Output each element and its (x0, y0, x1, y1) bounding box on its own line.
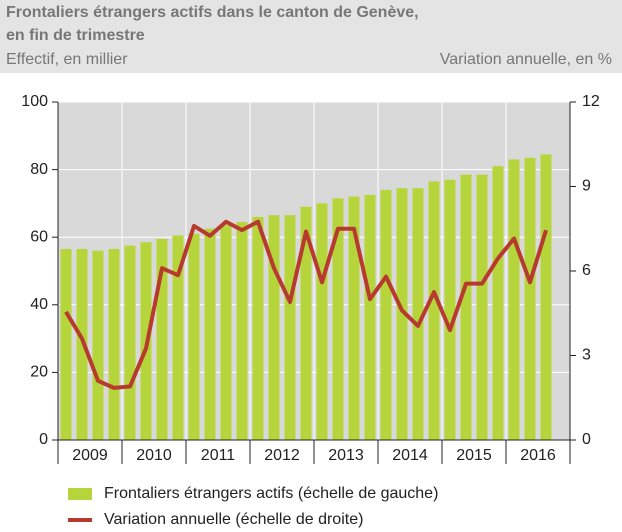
bar (396, 188, 408, 440)
y2-axis-label: Variation annuelle, en % (440, 51, 612, 68)
y2-tick-label: 9 (582, 178, 591, 195)
bar (236, 221, 248, 440)
bar (60, 249, 72, 440)
legend-label: Variation annuelle (échelle de droite) (104, 511, 363, 528)
x-tick-label: 2013 (328, 447, 364, 464)
bar (124, 245, 136, 440)
bar (364, 194, 376, 440)
bar (76, 249, 88, 440)
y-tick-label: 0 (39, 431, 48, 448)
y-tick-label: 80 (30, 161, 48, 178)
x-tick-label: 2012 (264, 447, 300, 464)
line (64, 219, 548, 390)
x-tick-label: 2014 (392, 447, 428, 464)
y2-tick-label: 12 (582, 93, 600, 110)
y-tick-label: 40 (30, 296, 48, 313)
bar (476, 174, 488, 441)
x-tick-label: 2009 (72, 447, 108, 464)
x-tick-label: 2015 (456, 447, 492, 464)
y-axis-label: Effectif, en millier (6, 51, 128, 68)
bar (348, 196, 360, 440)
bar (380, 189, 392, 440)
y2-tick-label: 3 (582, 347, 591, 364)
bar (316, 203, 328, 440)
header-background (0, 0, 622, 73)
bar (156, 238, 168, 440)
legend-swatch (68, 488, 92, 500)
bar (220, 225, 232, 440)
bar (188, 233, 200, 440)
bar (252, 216, 264, 440)
bar (300, 206, 312, 440)
bar (332, 198, 344, 440)
bar (172, 235, 184, 440)
x-tick-label: 2011 (201, 447, 236, 464)
bar (92, 250, 104, 440)
y2-tick-label: 6 (582, 262, 591, 279)
bar (460, 174, 472, 441)
x-tick-label: 2016 (520, 447, 556, 464)
y-tick-label: 60 (30, 228, 48, 245)
bar (508, 159, 520, 440)
bar (492, 166, 504, 440)
chart-title: Frontaliers étrangers actifs dans le can… (6, 4, 419, 21)
bar (268, 215, 280, 440)
y-tick-label: 20 (30, 364, 48, 381)
bar (412, 188, 424, 440)
bar (284, 215, 296, 440)
y2-tick-label: 0 (582, 431, 591, 448)
x-tick-label: 2010 (136, 447, 172, 464)
y-tick-label: 100 (21, 93, 48, 110)
bar (444, 179, 456, 441)
bar (524, 157, 536, 440)
bar (428, 181, 440, 440)
bar (108, 249, 120, 440)
bar (540, 154, 552, 440)
chart-title: en fin de trimestre (6, 27, 145, 44)
legend-label: Frontaliers étrangers actifs (échelle de… (104, 485, 438, 502)
bar (204, 228, 216, 440)
